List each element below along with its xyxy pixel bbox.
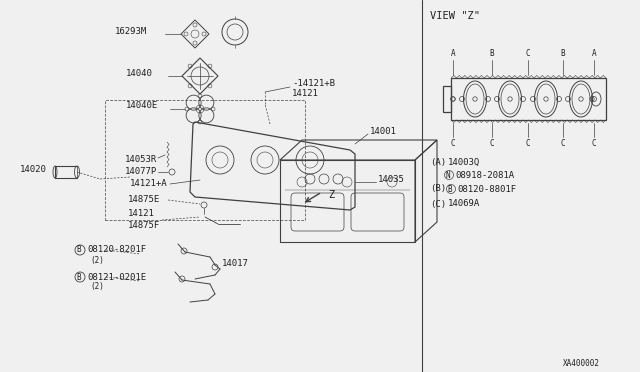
Text: C: C bbox=[490, 138, 494, 148]
Text: C: C bbox=[592, 138, 596, 148]
Text: B: B bbox=[76, 273, 81, 282]
Text: 14121: 14121 bbox=[128, 209, 155, 218]
Text: VIEW "Z": VIEW "Z" bbox=[430, 11, 480, 21]
Bar bbox=[105, 100, 305, 220]
Text: A: A bbox=[592, 49, 596, 58]
Text: 14020: 14020 bbox=[20, 164, 47, 173]
Text: 14003Q: 14003Q bbox=[448, 157, 480, 167]
Text: C: C bbox=[561, 138, 565, 148]
Text: B: B bbox=[490, 49, 494, 58]
Text: (2): (2) bbox=[90, 282, 104, 292]
Text: C: C bbox=[451, 138, 455, 148]
Text: XA400002: XA400002 bbox=[563, 359, 600, 369]
Text: 14875F: 14875F bbox=[128, 221, 160, 230]
Text: -14121+B: -14121+B bbox=[292, 80, 335, 89]
Text: 08120-8801F: 08120-8801F bbox=[457, 185, 516, 193]
Bar bbox=[280, 160, 415, 242]
Text: 08120-8201F: 08120-8201F bbox=[87, 246, 146, 254]
Text: 14875E: 14875E bbox=[128, 196, 160, 205]
Text: A: A bbox=[451, 49, 455, 58]
Text: 16293M: 16293M bbox=[115, 26, 147, 35]
Text: 14017: 14017 bbox=[222, 260, 249, 269]
Text: (2): (2) bbox=[90, 256, 104, 264]
Text: B: B bbox=[76, 246, 81, 254]
Text: 08121-0201E: 08121-0201E bbox=[87, 273, 146, 282]
Text: 14121+A: 14121+A bbox=[130, 180, 168, 189]
Bar bbox=[451, 78, 606, 120]
Text: C: C bbox=[525, 138, 531, 148]
Text: 14069A: 14069A bbox=[448, 199, 480, 208]
Text: 14121: 14121 bbox=[292, 90, 319, 99]
Text: (C): (C) bbox=[430, 199, 446, 208]
Text: 14035: 14035 bbox=[378, 176, 405, 185]
Text: 14053R: 14053R bbox=[125, 154, 157, 164]
Text: N: N bbox=[445, 170, 450, 180]
Text: 14077P: 14077P bbox=[125, 167, 157, 176]
Text: 14001: 14001 bbox=[370, 128, 397, 137]
Text: (B): (B) bbox=[430, 185, 446, 193]
Text: 08918-2081A: 08918-2081A bbox=[455, 170, 514, 180]
Text: 14040E: 14040E bbox=[126, 102, 158, 110]
Text: B: B bbox=[561, 49, 565, 58]
Text: Z: Z bbox=[328, 190, 334, 200]
Text: (A): (A) bbox=[430, 157, 446, 167]
Text: C: C bbox=[525, 49, 531, 58]
Text: B: B bbox=[447, 185, 452, 193]
Text: 14040: 14040 bbox=[126, 68, 153, 77]
